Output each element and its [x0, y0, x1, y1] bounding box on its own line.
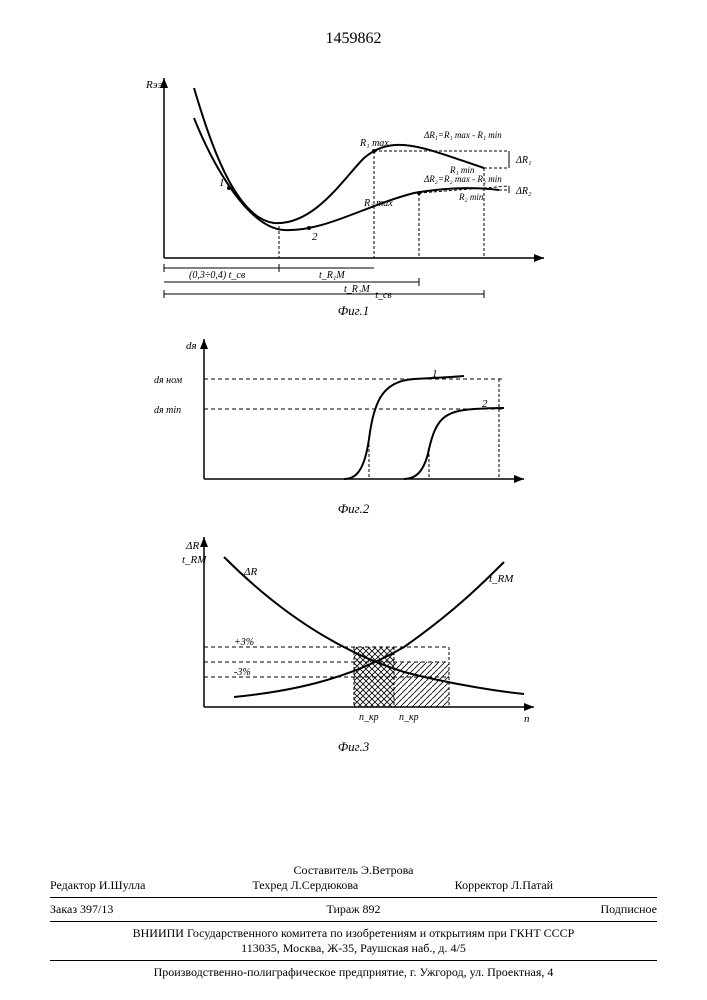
- fig2-c1: 1: [432, 368, 438, 380]
- fig3-yl1: ΔR: [185, 540, 199, 552]
- fig2-caption: Фиг.2: [104, 501, 604, 517]
- fig3-nkr2: n_кр: [399, 712, 419, 723]
- figure-3: ΔR t_RM n ΔR t_RM +3% -3%: [104, 527, 604, 737]
- fig1-dr1: ΔR₁: [515, 155, 531, 166]
- footer-editor: Редактор И.Шулла: [50, 878, 252, 893]
- footer-order: Заказ 397/13: [50, 902, 252, 917]
- fig2-c2: 2: [482, 398, 488, 410]
- fig3-xl: n: [524, 713, 530, 725]
- fig1-tsv: t_св: [375, 290, 392, 301]
- figure-2: dя dя ном dя min 1 2: [104, 329, 604, 499]
- footer-corrector: Корректор Л.Патай: [455, 878, 657, 893]
- fig1-curve2-label: 2: [312, 231, 318, 243]
- fig1-ylabel: Rээ: [145, 79, 163, 91]
- fig3-trm-label: t_RM: [489, 573, 514, 585]
- fig3-caption: Фиг.3: [104, 739, 604, 755]
- patent-number: 1459862: [0, 0, 707, 48]
- footer-circ: Тираж 892: [252, 902, 454, 917]
- fig1-r2min: R₂ min: [458, 192, 484, 202]
- footer-authors: Составитель Э.Ветрова: [50, 863, 657, 878]
- fig1-tr2m: t_R₂M: [344, 284, 370, 295]
- fig2-dmin: dя min: [154, 405, 181, 416]
- fig3-dr-label: ΔR: [243, 566, 257, 578]
- fig2-ylabel: dя: [186, 340, 197, 352]
- fig1-dr2-formula: ΔR₂=R₂ max - R₂ min: [423, 174, 502, 184]
- fig1-caption: Фиг.1: [104, 303, 604, 319]
- footer-org1: ВНИИПИ Государственного комитета по изоб…: [50, 926, 657, 941]
- footer-teched: Техред Л.Сердюкова: [252, 878, 454, 893]
- fig3-nkr1: n_кр: [359, 712, 379, 723]
- fig1-tr1m: t_R₁M: [319, 270, 345, 281]
- figure-1: Rээ 1 2 R₁ max R₁ min R₂ max R₂ min: [104, 68, 604, 298]
- fig1-dr2: ΔR₂: [515, 186, 532, 197]
- figures-container: Rээ 1 2 R₁ max R₁ min R₂ max R₂ min: [104, 68, 604, 755]
- fig1-xbr1: (0,3÷0,4) t_св: [189, 270, 246, 281]
- fig1-r1max: R₁ max: [359, 138, 389, 149]
- footer: Составитель Э.Ветрова Редактор И.Шулла Т…: [0, 863, 707, 1000]
- fig1-dr1-formula: ΔR₁=R₁ max - R₁ min: [423, 130, 502, 140]
- footer-printer: Производственно-полиграфическое предприя…: [50, 965, 657, 980]
- fig1-r2max: R₂ max: [363, 198, 393, 209]
- fig3-upper: +3%: [234, 637, 254, 648]
- fig2-dnom: dя ном: [154, 375, 183, 386]
- footer-org2: 113035, Москва, Ж-35, Раушская наб., д. …: [50, 941, 657, 956]
- fig3-lower: -3%: [234, 667, 251, 678]
- fig3-yl2: t_RM: [182, 554, 207, 566]
- footer-sub: Подписное: [455, 902, 657, 917]
